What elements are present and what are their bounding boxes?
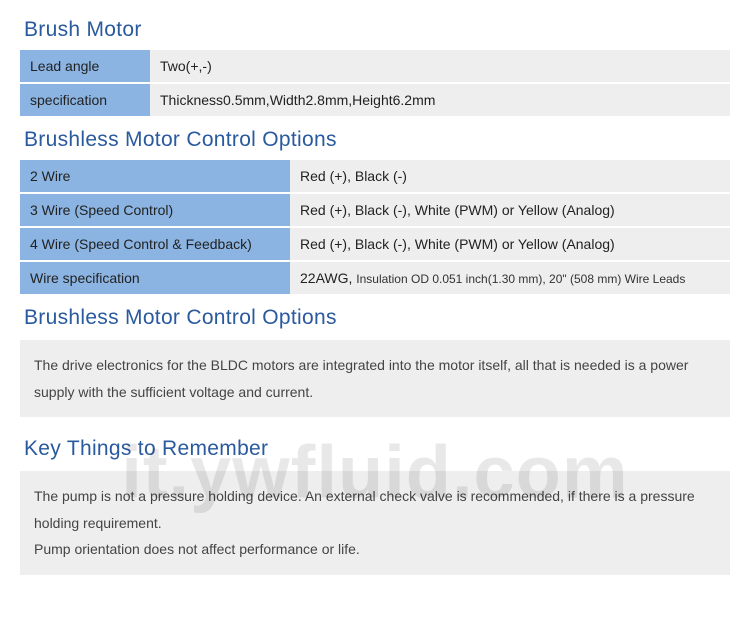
row-label: 4 Wire (Speed Control & Feedback) [20, 228, 290, 260]
row-label: Wire specification [20, 262, 290, 294]
row-label: 2 Wire [20, 160, 290, 192]
table-row: 3 Wire (Speed Control) Red (+), Black (-… [20, 194, 730, 226]
section4-title: Key Things to Remember [20, 427, 730, 467]
wire-spec-lead: 22AWG, [300, 270, 356, 286]
table-row: 2 Wire Red (+), Black (-) [20, 160, 730, 192]
row-value: Red (+), Black (-), White (PWM) or Yello… [290, 228, 730, 260]
section1-title: Brush Motor [20, 8, 730, 48]
row-value: Thickness0.5mm,Width2.8mm,Height6.2mm [150, 84, 730, 116]
row-value: Two(+,-) [150, 50, 730, 82]
section4-text: The pump is not a pressure holding devic… [20, 471, 730, 575]
row-value: 22AWG, Insulation OD 0.051 inch(1.30 mm)… [290, 262, 730, 294]
row-value: Red (+), Black (-), White (PWM) or Yello… [290, 194, 730, 226]
table-row: Wire specification 22AWG, Insulation OD … [20, 262, 730, 294]
section1-table: Lead angle Two(+,-) specification Thickn… [20, 48, 730, 118]
section2-title: Brushless Motor Control Options [20, 118, 730, 158]
row-label: specification [20, 84, 150, 116]
section2-table: 2 Wire Red (+), Black (-) 3 Wire (Speed … [20, 158, 730, 296]
row-value: Red (+), Black (-) [290, 160, 730, 192]
table-row: Lead angle Two(+,-) [20, 50, 730, 82]
section3-text: The drive electronics for the BLDC motor… [20, 340, 730, 417]
wire-spec-tail: Insulation OD 0.051 inch(1.30 mm), 20" (… [356, 272, 685, 286]
table-row: specification Thickness0.5mm,Width2.8mm,… [20, 84, 730, 116]
table-row: 4 Wire (Speed Control & Feedback) Red (+… [20, 228, 730, 260]
row-label: 3 Wire (Speed Control) [20, 194, 290, 226]
row-label: Lead angle [20, 50, 150, 82]
section3-title: Brushless Motor Control Options [20, 296, 730, 336]
